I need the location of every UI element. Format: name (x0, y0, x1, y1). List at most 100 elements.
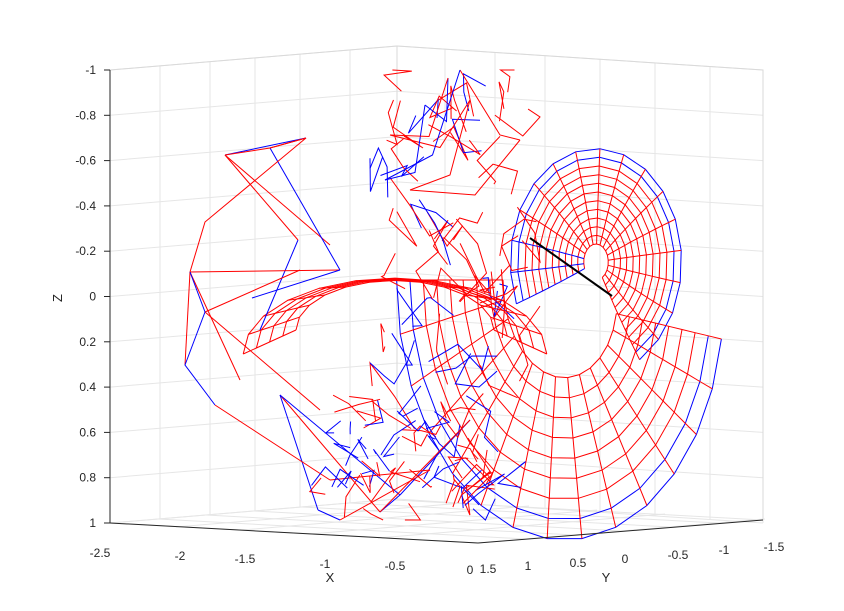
wire-line (428, 95, 457, 119)
wire-line (204, 311, 321, 411)
x-tick-label: -1 (320, 557, 331, 571)
wire-line (396, 410, 426, 432)
wire-line (601, 277, 641, 360)
wire-line (184, 271, 216, 406)
wire-line (451, 118, 482, 154)
wire-line (612, 329, 713, 390)
wire-line (457, 444, 478, 463)
wire-line (248, 316, 300, 335)
wire-line (214, 404, 331, 481)
wire-line (251, 269, 341, 299)
wire-line (333, 442, 359, 459)
x-axis-line (109, 522, 479, 544)
grid-line (253, 510, 623, 532)
wire-line (360, 472, 371, 494)
wire-line (451, 463, 491, 504)
wire-line (567, 377, 583, 539)
y-tick-label: -0.5 (668, 548, 689, 562)
grid-line (396, 407, 764, 433)
wire-line (436, 313, 449, 385)
wire-line (599, 154, 625, 246)
wire-line (447, 456, 469, 479)
z-tick-label: 0.8 (79, 471, 96, 485)
wire-line (357, 438, 369, 460)
wire-line (361, 460, 381, 478)
wireframe-surface (184, 69, 722, 540)
wire-line (493, 283, 508, 318)
wire-line (452, 350, 523, 474)
grid-line (109, 272, 398, 297)
z-tick-label: -0.6 (75, 154, 96, 168)
y-tick-label: 1.5 (480, 562, 497, 576)
wire-line (578, 374, 617, 528)
wire-line (529, 237, 613, 297)
grid-line (301, 506, 671, 528)
y-tick-label: 1 (525, 559, 532, 573)
grid-line (109, 362, 398, 388)
wire-line (356, 410, 383, 429)
wire-line (433, 465, 482, 489)
wire-line (386, 99, 398, 146)
wire-line (279, 394, 381, 513)
wire-line (607, 264, 681, 284)
wire-line (428, 124, 481, 156)
wire-line (516, 268, 585, 305)
grid-line (109, 90, 398, 116)
wire-line (343, 474, 361, 518)
grid-line (396, 136, 764, 162)
z-tick-label: -0.2 (75, 244, 96, 258)
wire-line (224, 154, 331, 246)
wire-line (224, 137, 307, 156)
wire-line (287, 294, 326, 301)
wire-line (608, 249, 682, 261)
wire-line (189, 269, 341, 273)
wire-line (425, 411, 451, 429)
wire-line (380, 253, 406, 290)
wire-line (401, 433, 428, 447)
z-axis-label: Z (50, 294, 65, 302)
wire-line (464, 473, 505, 506)
grid-line (157, 518, 527, 540)
wire-line (446, 407, 476, 413)
grid-line (396, 317, 764, 343)
z-tick-label: 0 (89, 290, 96, 304)
wire-line (396, 287, 423, 327)
grid-line (396, 90, 764, 116)
wire-line (384, 69, 461, 181)
wire-line (510, 263, 584, 273)
wire-line (409, 203, 454, 229)
wire-line (435, 355, 498, 373)
wire-line (500, 235, 528, 272)
wire-line (369, 361, 415, 430)
grid-line (396, 181, 764, 207)
wire-line (604, 274, 659, 340)
wire-line (596, 148, 601, 245)
wire-line (410, 318, 509, 387)
wire-line (460, 485, 480, 509)
y-tick-label: -1 (719, 543, 730, 557)
wire-line (391, 333, 415, 366)
wire-line (282, 279, 508, 337)
wire-line (606, 269, 673, 314)
wire-line (512, 371, 545, 528)
wire-line (423, 419, 461, 458)
wire-line (589, 367, 648, 506)
wire-line (388, 208, 418, 247)
x-tick-label: -0.5 (385, 559, 406, 573)
wire-line (490, 316, 542, 335)
wire-line (371, 400, 412, 429)
wire-line (390, 138, 419, 182)
wire-line (424, 77, 449, 123)
wire-line (602, 169, 646, 248)
wire-line (616, 313, 722, 340)
grid-line (109, 498, 398, 524)
wire-line (499, 69, 515, 93)
wire-line (373, 449, 390, 472)
wire-line (440, 401, 452, 422)
wire-line (533, 183, 588, 250)
wire-line (389, 177, 454, 237)
wire-line (224, 154, 299, 241)
wire-line (441, 211, 484, 242)
wire-line (380, 323, 386, 353)
wire-line (349, 396, 377, 422)
